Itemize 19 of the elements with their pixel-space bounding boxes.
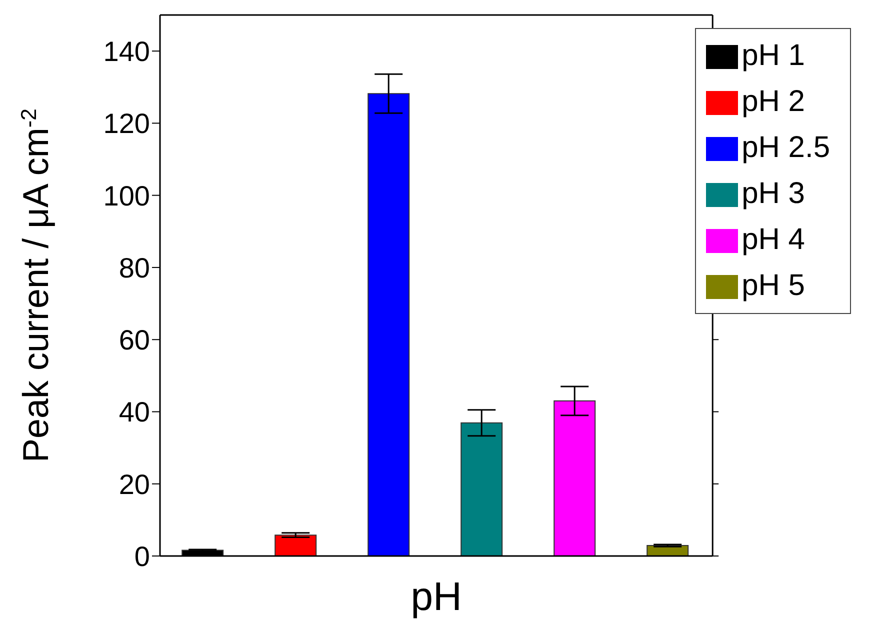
bar	[460, 422, 503, 556]
y-tick-label: 140	[103, 36, 150, 68]
bar	[368, 93, 410, 556]
y-tick-label: 20	[118, 468, 150, 500]
legend-label: pH 2	[742, 85, 805, 118]
x-axis-title: pH	[410, 575, 462, 619]
bar	[274, 534, 317, 556]
legend-label: pH 1	[742, 39, 805, 72]
legend-label: pH 5	[742, 269, 805, 302]
y-tick-label: 80	[118, 252, 150, 284]
bar	[554, 400, 596, 556]
y-tick-label: 120	[103, 108, 150, 140]
y-tick-label: 40	[118, 396, 150, 428]
legend-label: pH 2.5	[742, 131, 830, 164]
y-tick-label: 0	[134, 540, 150, 572]
y-tick-label: 60	[118, 324, 150, 356]
legend-label: pH 3	[742, 177, 805, 210]
legend-label: pH 4	[742, 223, 805, 256]
y-tick-label: 100	[103, 180, 150, 212]
